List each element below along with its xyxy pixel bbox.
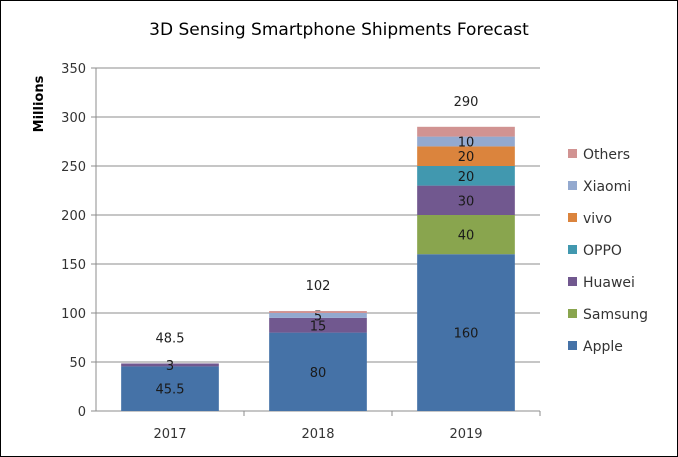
legend-swatch (568, 149, 577, 158)
legend-label: Apple (583, 339, 623, 355)
legend-label: Huawei (583, 275, 635, 291)
x-axis-ticks: 2017 2018 2019 (153, 411, 541, 442)
chart-title: 3D Sensing Smartphone Shipments Forecast (149, 20, 529, 40)
x-tick-label: 2017 (153, 427, 186, 442)
y-tick-label: 150 (61, 258, 86, 273)
total-label: 48.5 (156, 331, 185, 346)
bar-segment (269, 311, 367, 313)
bar-segment (417, 185, 515, 215)
legend-label: OPPO (583, 243, 622, 259)
data-label: 20 (458, 170, 475, 185)
total-label: 290 (454, 95, 479, 110)
y-axis-ticks: 0 50 100 150 200 250 300 350 (61, 62, 96, 420)
data-label: 30 (458, 194, 475, 209)
bar-segment (417, 146, 515, 166)
data-label: 10 (458, 136, 475, 151)
y-axis-label: Millions (32, 75, 47, 132)
legend-swatch (568, 181, 577, 190)
legend-label: vivo (583, 211, 612, 227)
data-label: 40 (458, 229, 475, 244)
bar-segment (417, 166, 515, 186)
data-label: 20 (458, 150, 475, 165)
data-label: 5 (314, 309, 322, 324)
x-tick-label: 2018 (301, 427, 334, 442)
bar-segment (121, 363, 219, 367)
data-label: 160 (454, 327, 479, 342)
legend: Others Xiaomi vivo OPPO Huawei Samsung Apple (568, 147, 648, 355)
bar-segment (121, 366, 219, 411)
legend-label: Others (583, 147, 630, 163)
bar-segment (269, 317, 367, 333)
y-tick-label: 250 (61, 160, 86, 175)
legend-swatch (568, 245, 577, 254)
legend-label: Xiaomi (583, 179, 631, 195)
bar-segment (269, 332, 367, 411)
legend-label: Samsung (583, 307, 648, 323)
data-label: 15 (310, 319, 327, 334)
y-tick-label: 0 (78, 405, 86, 420)
data-label: 80 (310, 366, 327, 381)
legend-swatch (568, 341, 577, 350)
bar-segment (269, 313, 367, 318)
y-tick-label: 350 (61, 62, 86, 77)
bar-segment (417, 136, 515, 147)
data-label: 45.5 (156, 383, 185, 398)
x-tick-label: 2019 (449, 427, 482, 442)
y-tick-label: 50 (69, 356, 86, 371)
legend-swatch (568, 213, 577, 222)
bar-segment (417, 126, 515, 137)
legend-swatch (568, 277, 577, 286)
data-label: 3 (166, 359, 174, 374)
bar-segment (417, 254, 515, 411)
y-tick-label: 200 (61, 209, 86, 224)
bar-segment (417, 215, 515, 255)
y-tick-label: 100 (61, 307, 86, 322)
legend-swatch (568, 309, 577, 318)
y-tick-label: 300 (61, 111, 86, 126)
total-label: 102 (306, 279, 331, 294)
